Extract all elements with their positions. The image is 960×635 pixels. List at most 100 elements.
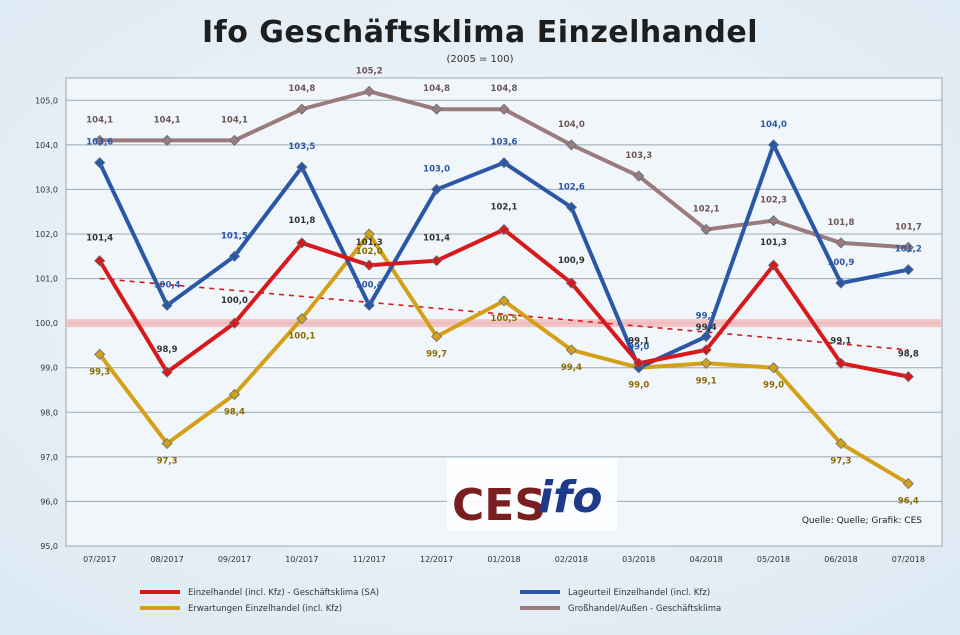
y-tick-label: 105,0 <box>35 96 58 105</box>
data-point <box>700 344 712 356</box>
data-point <box>363 299 375 311</box>
data-label: 101,5 <box>221 231 248 241</box>
data-point <box>565 344 577 356</box>
legend-label: Lageurteil Einzelhandel (incl. Kfz) <box>568 588 710 598</box>
data-label: 100,1 <box>288 332 315 342</box>
data-label: 101,3 <box>760 238 787 248</box>
chart-subtitle: (2005 = 100) <box>446 54 513 65</box>
data-point <box>700 330 712 343</box>
data-label: 104,8 <box>288 84 315 94</box>
data-point <box>296 103 308 115</box>
data-point <box>296 237 308 249</box>
data-label: 101,2 <box>895 245 922 255</box>
data-point <box>565 139 577 151</box>
data-point <box>633 170 645 182</box>
data-label: 101,8 <box>827 218 854 228</box>
data-point <box>767 362 780 374</box>
data-label: 101,3 <box>356 238 383 248</box>
data-label: 101,4 <box>86 234 113 244</box>
data-point <box>700 357 712 369</box>
data-point <box>431 330 443 343</box>
data-label: 103,6 <box>491 138 518 148</box>
data-point <box>633 357 645 369</box>
x-tick-label: 11/2017 <box>353 555 386 564</box>
data-label: 96,4 <box>898 497 919 507</box>
y-axis-ticks: 95,0 96,0 97,0 98,0 99,0 100,0 101,0 102,0 103,0… <box>35 96 58 551</box>
data-label: 99,0 <box>763 381 784 391</box>
data-point <box>363 228 375 240</box>
data-label: 102,1 <box>693 205 720 215</box>
data-label: 100,5 <box>491 314 518 324</box>
logo-text-ifo: ifo <box>538 472 602 523</box>
data-label: 104,1 <box>154 115 181 125</box>
data-label: 101,8 <box>288 216 315 226</box>
data-label: 99,1 <box>696 376 717 386</box>
data-point <box>902 241 914 253</box>
data-label: 101,4 <box>423 234 450 244</box>
data-label: 103,5 <box>288 142 315 152</box>
legend: Einzelhandel (incl. Kfz) - Geschäftsklim… <box>140 588 721 614</box>
data-point <box>700 223 712 236</box>
data-point <box>565 201 577 213</box>
x-tick-label: 05/2018 <box>757 555 790 564</box>
data-label: 98,9 <box>157 345 178 355</box>
data-label: 100,4 <box>356 280 383 290</box>
data-point <box>228 250 241 262</box>
data-label: 103,0 <box>423 164 450 174</box>
y-tick-label: 103,0 <box>35 185 58 194</box>
data-label: 104,0 <box>558 120 585 130</box>
data-point <box>498 223 510 236</box>
data-point <box>431 103 443 115</box>
y-tick-label: 100,0 <box>35 319 58 328</box>
data-label: 99,4 <box>696 323 717 333</box>
data-point <box>902 478 914 490</box>
data-point <box>94 348 106 360</box>
logo-backdrop <box>447 458 617 530</box>
data-point <box>94 134 106 146</box>
data-point <box>902 264 914 276</box>
data-point <box>498 295 510 307</box>
data-label: 99,1 <box>628 336 649 346</box>
data-point <box>498 103 510 115</box>
data-label: 104,0 <box>760 120 787 130</box>
data-point <box>363 259 375 271</box>
data-label: 98,4 <box>224 407 245 417</box>
y-tick-label: 102,0 <box>35 230 58 239</box>
data-label: 99,3 <box>89 367 110 377</box>
data-label: 99,7 <box>696 312 717 322</box>
data-label: 102,3 <box>760 196 787 206</box>
data-point <box>94 255 106 267</box>
source-note: Quelle: Quelle; Grafik: CES <box>802 516 922 526</box>
data-point <box>431 183 443 195</box>
data-point <box>228 388 241 401</box>
x-tick-label: 10/2017 <box>285 555 318 564</box>
x-tick-label: 04/2018 <box>690 555 723 564</box>
data-label: 105,2 <box>356 66 383 76</box>
ces-ifo-logo: CES ifo <box>447 458 617 531</box>
data-point <box>228 134 241 146</box>
data-label: 99,0 <box>628 381 649 391</box>
x-tick-label: 01/2018 <box>487 555 520 564</box>
x-tick-label: 09/2017 <box>218 555 251 564</box>
data-point <box>296 313 308 325</box>
data-label: 103,6 <box>86 138 113 148</box>
data-label: 99,1 <box>830 336 851 346</box>
y-tick-label: 95,0 <box>40 542 58 551</box>
data-point <box>835 437 847 450</box>
chart-title: Ifo Geschäftsklima Einzelhandel <box>202 15 758 50</box>
y-tick-label: 98,0 <box>40 408 58 417</box>
data-label: 104,8 <box>423 84 450 94</box>
data-point <box>161 437 173 450</box>
data-label: 100,4 <box>154 280 181 290</box>
data-label: 100,9 <box>827 258 854 268</box>
data-point <box>498 157 510 169</box>
data-point <box>228 317 241 329</box>
data-point <box>296 161 308 173</box>
data-label: 104,8 <box>491 84 518 94</box>
data-label: 99,0 <box>628 343 649 353</box>
y-tick-label: 104,0 <box>35 141 58 150</box>
data-label: 97,3 <box>157 456 178 466</box>
data-label: 103,3 <box>625 151 652 161</box>
y-tick-label: 96,0 <box>40 497 58 506</box>
title-backdrop <box>240 12 720 62</box>
